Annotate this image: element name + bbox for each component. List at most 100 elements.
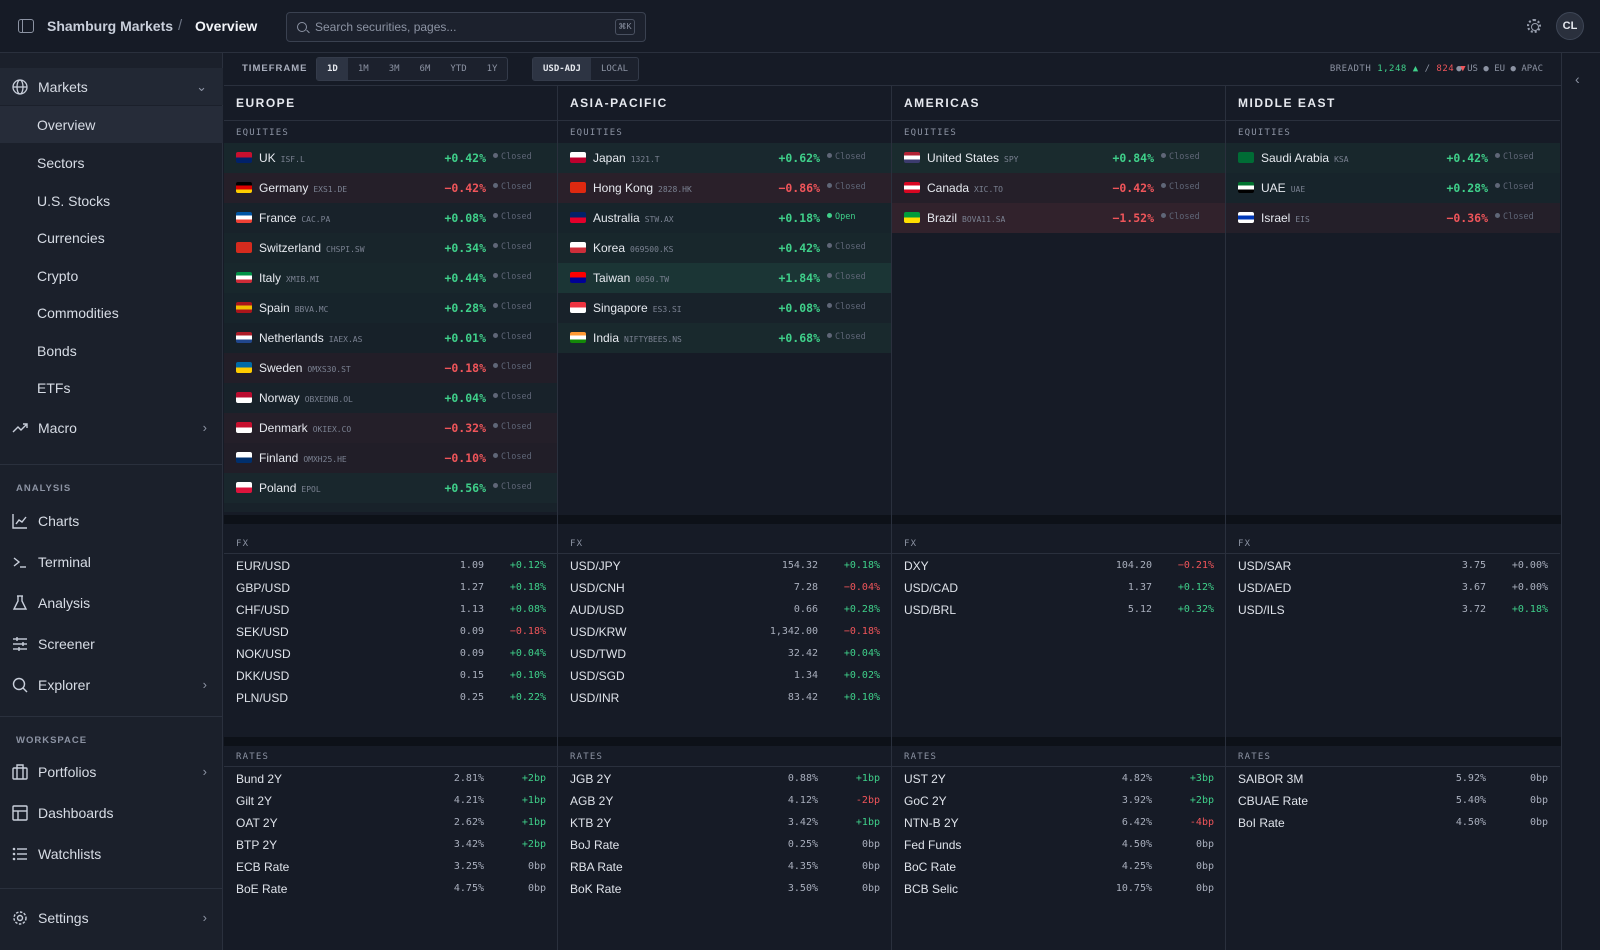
timeframe-1y[interactable]: 1Y	[486, 64, 498, 74]
sidebar-item-screener[interactable]: Screener	[0, 625, 223, 662]
rate-row[interactable]: BoE Rate 4.75% 0bp	[224, 878, 558, 900]
rate-row[interactable]: OAT 2Y 2.62% +1bp	[224, 812, 558, 834]
rate-row[interactable]: RBA Rate 4.35% 0bp	[558, 856, 892, 878]
equity-row[interactable]: Sweden OMXS30.ST −0.18% Closed	[224, 353, 558, 383]
equity-row[interactable]: Israel EIS −0.36% Closed	[1226, 203, 1560, 233]
sidebar-item-currencies[interactable]: Currencies	[0, 219, 223, 256]
equity-row[interactable]: Taiwan 0050.TW +1.84% Closed	[558, 263, 892, 293]
rate-row[interactable]: BCB Selic 10.75% 0bp	[892, 878, 1226, 900]
search-input[interactable]	[315, 13, 605, 41]
rate-row[interactable]: GoC 2Y 3.92% +2bp	[892, 790, 1226, 812]
fx-row[interactable]: DKK/USD 0.15 +0.10%	[224, 665, 558, 687]
rate-row[interactable]: BoJ Rate 0.25% 0bp	[558, 834, 892, 856]
timeframe-1m[interactable]: 1M	[357, 64, 369, 74]
sidebar-item-us-stocks[interactable]: U.S. Stocks	[0, 182, 223, 219]
equity-row[interactable]: CzechiaPX.PR+0.08%Closed	[224, 503, 558, 512]
sidebar-item-markets[interactable]: Markets ⌄	[0, 68, 223, 105]
equity-row[interactable]: Japan 1321.T +0.62% Closed	[558, 143, 892, 173]
sidebar-item-sectors[interactable]: Sectors	[0, 144, 223, 181]
equity-row[interactable]: Italy XMIB.MI +0.44% Closed	[224, 263, 558, 293]
fx-row[interactable]: USD/CNH 7.28 −0.04%	[558, 577, 892, 599]
sidebar-item-portfolios[interactable]: Portfolios ›	[0, 753, 223, 790]
search-box[interactable]: ⌘K	[286, 12, 646, 42]
equity-row[interactable]: Switzerland CHSPI.SW +0.34% Closed	[224, 233, 558, 263]
equity-row[interactable]: Denmark OKIEX.CO −0.32% Closed	[224, 413, 558, 443]
equity-row[interactable]: Finland OMXH25.HE −0.10% Closed	[224, 443, 558, 473]
fx-row[interactable]: AUD/USD 0.66 +0.28%	[558, 599, 892, 621]
fx-row[interactable]: USD/AED 3.67 +0.00%	[1226, 577, 1560, 599]
rate-row[interactable]: BoC Rate 4.25% 0bp	[892, 856, 1226, 878]
rate-row[interactable]: BoK Rate 3.50% 0bp	[558, 878, 892, 900]
equity-row[interactable]: Saudi Arabia KSA +0.42% Closed	[1226, 143, 1560, 173]
rate-row[interactable]: BoI Rate 4.50% 0bp	[1226, 812, 1560, 834]
equity-row[interactable]: Brazil BOVA11.SA −1.52% Closed	[892, 203, 1226, 233]
gear-icon[interactable]	[1527, 19, 1541, 33]
sidebar-item-charts[interactable]: Charts	[0, 502, 223, 539]
rate-row[interactable]: UST 2Y 4.82% +3bp	[892, 768, 1226, 790]
equity-row[interactable]: India NIFTYBEES.NS +0.68% Closed	[558, 323, 892, 353]
equity-row[interactable]: Singapore ES3.SI +0.08% Closed	[558, 293, 892, 323]
rate-row[interactable]: Gilt 2Y 4.21% +1bp	[224, 790, 558, 812]
sidebar-item-overview[interactable]: Overview	[0, 106, 223, 143]
fx-row[interactable]: USD/ILS 3.72 +0.18%	[1226, 599, 1560, 621]
equity-row[interactable]: Norway OBXEDNB.OL +0.04% Closed	[224, 383, 558, 413]
fx-row[interactable]: DXY 104.20 −0.21%	[892, 555, 1226, 577]
rate-row[interactable]: NTN-B 2Y 6.42% -4bp	[892, 812, 1226, 834]
fx-row[interactable]: USD/BRL 5.12 +0.32%	[892, 599, 1226, 621]
equity-row[interactable]: UAE UAE +0.28% Closed	[1226, 173, 1560, 203]
equity-row[interactable]: Spain BBVA.MC +0.28% Closed	[224, 293, 558, 323]
equity-row[interactable]: Australia STW.AX +0.18% Open	[558, 203, 892, 233]
chevron-left-icon[interactable]: ‹	[1575, 71, 1580, 87]
fx-row[interactable]: PLN/USD 0.25 +0.22%	[224, 687, 558, 709]
mode-local[interactable]: LOCAL	[600, 64, 629, 74]
rate-row[interactable]: Bund 2Y 2.81% +2bp	[224, 768, 558, 790]
equity-row[interactable]: Hong Kong 2828.HK −0.86% Closed	[558, 173, 892, 203]
rate-row[interactable]: CBUAE Rate 5.40% 0bp	[1226, 790, 1560, 812]
equity-row[interactable]: Poland EPOL +0.56% Closed	[224, 473, 558, 503]
sidebar-item-crypto[interactable]: Crypto	[0, 257, 223, 294]
sidebar-item-commodities[interactable]: Commodities	[0, 294, 223, 331]
rate-row[interactable]: JGB 2Y 0.88% +1bp	[558, 768, 892, 790]
equity-row[interactable]: Canada XIC.TO −0.42% Closed	[892, 173, 1226, 203]
sidebar-item-macro[interactable]: Macro ›	[0, 409, 223, 446]
rate-row[interactable]: KTB 2Y 3.42% +1bp	[558, 812, 892, 834]
sidebar-toggle-icon[interactable]	[18, 19, 34, 33]
breadcrumb-app[interactable]: Shamburg Markets	[47, 18, 174, 34]
fx-row[interactable]: USD/INR 83.42 +0.10%	[558, 687, 892, 709]
rate-row[interactable]: BTP 2Y 3.42% +2bp	[224, 834, 558, 856]
sidebar-item-explorer[interactable]: Explorer ›	[0, 666, 223, 703]
fx-row[interactable]: NOK/USD 0.09 +0.04%	[224, 643, 558, 665]
sidebar-item-bonds[interactable]: Bonds	[0, 332, 223, 369]
fx-row[interactable]: EUR/USD 1.09 +0.12%	[224, 555, 558, 577]
timeframe-1d[interactable]: 1D	[317, 58, 348, 80]
fx-row[interactable]: USD/SGD 1.34 +0.02%	[558, 665, 892, 687]
mode-usd-adj[interactable]: USD-ADJ	[533, 58, 591, 80]
rate-row[interactable]: SAIBOR 3M 5.92% 0bp	[1226, 768, 1560, 790]
sidebar-item-analysis[interactable]: Analysis	[0, 584, 223, 621]
rate-row[interactable]: ECB Rate 3.25% 0bp	[224, 856, 558, 878]
sidebar-item-settings[interactable]: Settings ›	[0, 899, 223, 936]
equity-row[interactable]: United States SPY +0.84% Closed	[892, 143, 1226, 173]
rate-row[interactable]: Fed Funds 4.50% 0bp	[892, 834, 1226, 856]
equity-row[interactable]: Germany EXS1.DE −0.42% Closed	[224, 173, 558, 203]
sidebar-item-dashboards[interactable]: Dashboards	[0, 794, 223, 831]
timeframe-ytd[interactable]: YTD	[450, 64, 467, 74]
sidebar-item-terminal[interactable]: Terminal	[0, 543, 223, 580]
equity-row[interactable]: Korea 069500.KS +0.42% Closed	[558, 233, 892, 263]
fx-row[interactable]: GBP/USD 1.27 +0.18%	[224, 577, 558, 599]
sidebar-item-watchlists[interactable]: Watchlists	[0, 835, 223, 872]
avatar[interactable]: CL	[1556, 12, 1584, 40]
fx-row[interactable]: USD/SAR 3.75 +0.00%	[1226, 555, 1560, 577]
timeframe-3m[interactable]: 3M	[388, 64, 400, 74]
equity-row[interactable]: France CAC.PA +0.08% Closed	[224, 203, 558, 233]
fx-row[interactable]: CHF/USD 1.13 +0.08%	[224, 599, 558, 621]
rate-row[interactable]: AGB 2Y 4.12% -2bp	[558, 790, 892, 812]
timeframe-6m[interactable]: 6M	[419, 64, 431, 74]
fx-row[interactable]: USD/TWD 32.42 +0.04%	[558, 643, 892, 665]
fx-row[interactable]: USD/CAD 1.37 +0.12%	[892, 577, 1226, 599]
fx-row[interactable]: SEK/USD 0.09 −0.18%	[224, 621, 558, 643]
equity-row[interactable]: Netherlands IAEX.AS +0.01% Closed	[224, 323, 558, 353]
fx-row[interactable]: USD/JPY 154.32 +0.18%	[558, 555, 892, 577]
sidebar-item-etfs[interactable]: ETFs	[0, 369, 223, 406]
fx-row[interactable]: USD/KRW 1,342.00 −0.18%	[558, 621, 892, 643]
